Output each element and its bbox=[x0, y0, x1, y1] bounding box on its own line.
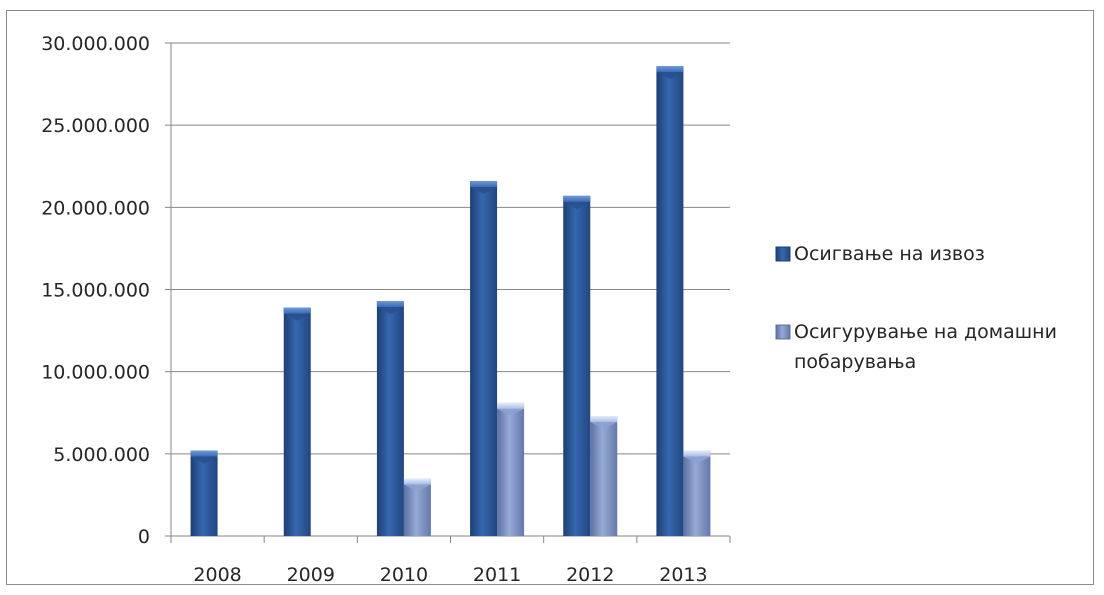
x-tick-label-2013: 2013 bbox=[659, 564, 707, 586]
legend-label: побарувања bbox=[794, 351, 916, 373]
bar-top-facet bbox=[497, 408, 525, 416]
bar-body bbox=[563, 195, 591, 536]
bar-domestic-2013 bbox=[683, 450, 711, 536]
legend-label: Осигурување на домашни bbox=[794, 321, 1057, 343]
bar-top-facet bbox=[470, 187, 498, 195]
y-tick-label-1: 5.000.000 bbox=[53, 444, 150, 466]
legend: Осигвање на извоз Осигурување на домашни п… bbox=[775, 243, 1057, 373]
legend-item-domestic: Осигурување на домашни побарувања bbox=[775, 321, 1057, 373]
bar-top-facet bbox=[656, 72, 684, 80]
bar-top-bevel bbox=[656, 66, 684, 73]
bar-top-facet bbox=[190, 456, 218, 464]
y-tick-label-6: 30.000.000 bbox=[41, 33, 150, 55]
bar-export-2008 bbox=[190, 450, 218, 536]
bar-export-2013 bbox=[656, 66, 684, 537]
y-tick-label-3: 15.000.000 bbox=[41, 280, 150, 302]
x-axis-tick-labels: 2008 2009 2010 2011 2012 2013 bbox=[193, 564, 707, 586]
bar-body bbox=[376, 301, 404, 536]
bar-domestic-2010 bbox=[403, 478, 431, 536]
bar-top-bevel bbox=[683, 450, 711, 457]
bar-top-facet bbox=[283, 313, 311, 321]
bar-top-bevel bbox=[376, 301, 404, 308]
bar-export-2009 bbox=[283, 307, 311, 536]
bar-top-facet bbox=[683, 456, 711, 464]
bar-top-bevel bbox=[590, 416, 618, 423]
bar-top-bevel bbox=[283, 307, 311, 314]
bars bbox=[190, 66, 711, 537]
bar-body bbox=[683, 450, 711, 536]
chart-frame bbox=[6, 10, 1094, 585]
bar-top-facet bbox=[563, 201, 591, 209]
legend-swatch bbox=[775, 324, 791, 340]
bar-top-bevel bbox=[403, 478, 431, 485]
y-axis-tick-labels: 0 5.000.000 10.000.000 15.000.000 20.000.000… bbox=[41, 33, 150, 548]
bar-top-facet bbox=[590, 422, 618, 430]
bar-top-bevel bbox=[470, 181, 498, 188]
x-tick-label-2012: 2012 bbox=[566, 564, 614, 586]
bar-body bbox=[590, 416, 618, 536]
bar-domestic-2012 bbox=[590, 416, 618, 536]
bar-top-facet bbox=[376, 307, 404, 315]
bar-body bbox=[656, 66, 684, 537]
bar-export-2011 bbox=[470, 181, 498, 537]
bar-domestic-2011 bbox=[497, 402, 525, 536]
y-tick-label-0: 0 bbox=[138, 526, 150, 548]
bar-export-2010 bbox=[376, 301, 404, 536]
y-tick-label-2: 10.000.000 bbox=[41, 362, 150, 384]
y-tick-label-4: 20.000.000 bbox=[41, 197, 150, 219]
bar-top-bevel bbox=[563, 195, 591, 202]
bar-body bbox=[470, 181, 498, 537]
x-tick-label-2011: 2011 bbox=[473, 564, 521, 586]
x-tick-label-2009: 2009 bbox=[287, 564, 335, 586]
y-tick-label-5: 25.000.000 bbox=[41, 115, 150, 137]
axes bbox=[165, 42, 731, 543]
legend-item-export: Осигвање на извоз bbox=[775, 243, 985, 265]
x-tick-label-2010: 2010 bbox=[380, 564, 428, 586]
bar-body bbox=[497, 402, 525, 536]
legend-label: Осигвање на извоз bbox=[794, 243, 985, 265]
gridlines bbox=[171, 42, 730, 455]
bar-body bbox=[283, 307, 311, 536]
bar-top-bevel bbox=[497, 402, 525, 409]
x-tick-label-2008: 2008 bbox=[193, 564, 241, 586]
legend-swatch bbox=[775, 246, 791, 262]
bar-top-bevel bbox=[190, 450, 218, 457]
bar-top-facet bbox=[403, 484, 431, 492]
bar-body bbox=[190, 450, 218, 536]
bar-export-2012 bbox=[563, 195, 591, 536]
